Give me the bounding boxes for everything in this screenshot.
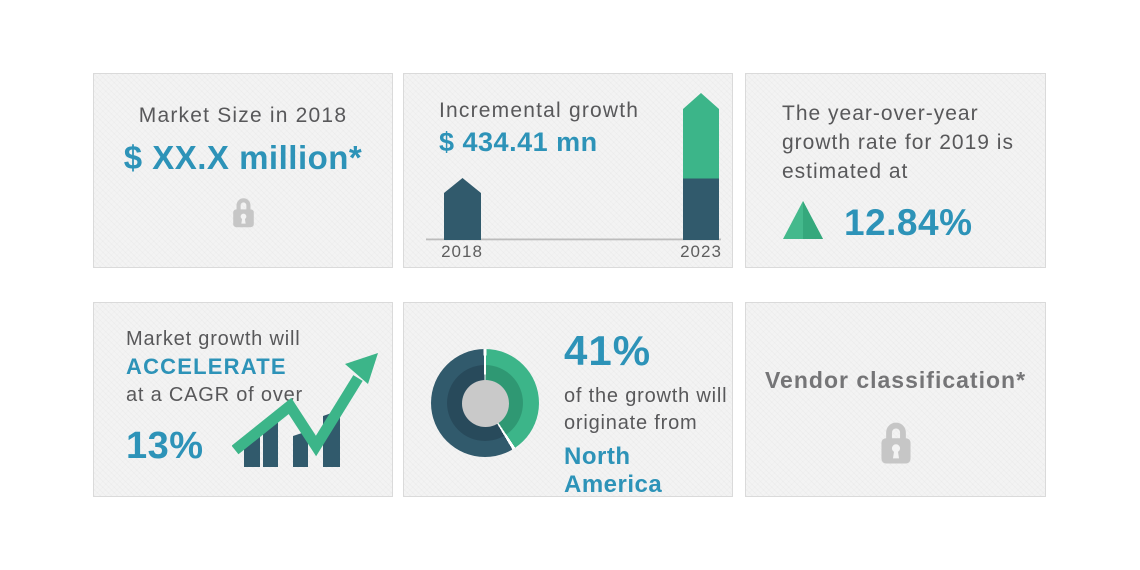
card-incremental-growth: Incremental growth $ 434.41 mn 2018 2023: [403, 73, 733, 268]
vendor-classification-title: Vendor classification*: [764, 367, 1027, 393]
yoy-growth-value: 12.84%: [844, 201, 973, 243]
yoy-text-line: estimated at: [782, 160, 909, 183]
card-region-share: 41% of the growth will originate from No…: [403, 302, 733, 498]
lock-icon: [230, 195, 257, 234]
bar-2023-incremental: [683, 93, 719, 179]
region-name: North America: [564, 443, 663, 498]
lock-icon: [877, 418, 915, 471]
bar-2023-base: [683, 178, 719, 240]
donut-inner-ring: [447, 365, 523, 441]
card-vendor-classification: Vendor classification*: [745, 302, 1046, 497]
x-axis-label-2018: 2018: [441, 242, 483, 261]
incremental-growth-value: $ 434.41 mn: [439, 127, 598, 157]
card-market-size: Market Size in 2018 $ XX.X million*: [93, 73, 393, 268]
donut-chart: [431, 349, 539, 457]
bar-2018: [444, 178, 481, 240]
market-size-title: Market Size in 2018: [138, 104, 348, 127]
region-share-value: 41%: [564, 327, 652, 374]
market-size-value: $ XX.X million*: [123, 139, 363, 176]
chart-baseline: [426, 238, 721, 241]
triangle-up-icon: [782, 200, 824, 245]
cagr-text-line: at a CAGR of over: [126, 384, 303, 406]
region-text-line: of the growth will: [564, 385, 728, 407]
yoy-text-line: growth rate for 2019 is: [782, 131, 1014, 154]
donut-center: [461, 379, 509, 427]
cagr-accelerate-text: ACCELERATE: [126, 354, 287, 379]
cagr-text-line: Market growth will: [126, 328, 301, 350]
cagr-value: 13%: [126, 425, 204, 467]
bar-chart: [426, 93, 721, 241]
x-axis-label-2023: 2023: [680, 242, 722, 261]
growth-arrow-chart-icon: [231, 351, 378, 474]
card-yoy-growth: The year-over-year growth rate for 2019 …: [745, 73, 1046, 268]
yoy-text-line: The year-over-year: [782, 102, 979, 125]
incremental-growth-title: Incremental growth: [439, 99, 640, 122]
card-cagr: Market growth will ACCELERATE at a CAGR …: [93, 302, 393, 497]
region-text-line: originate from: [564, 412, 698, 434]
